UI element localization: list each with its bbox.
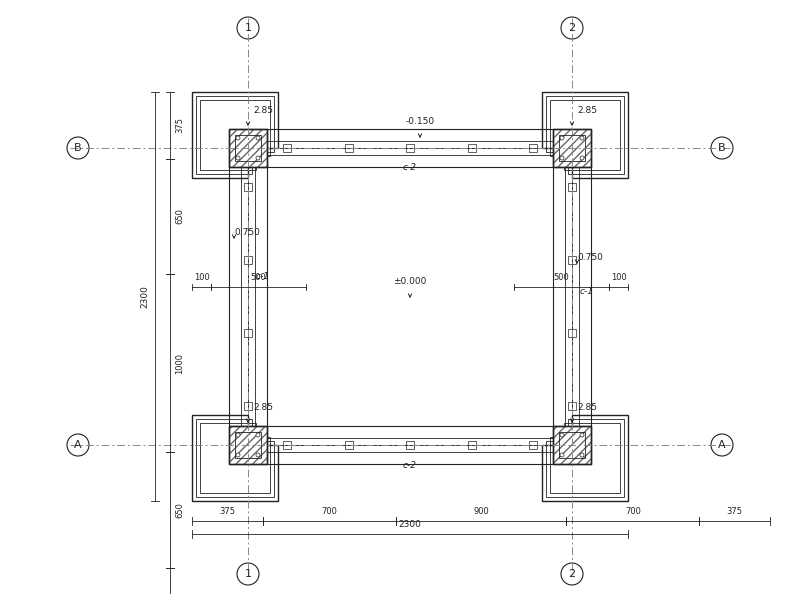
Circle shape [236,453,240,457]
Bar [553,129,591,167]
Text: 700: 700 [322,507,338,516]
Bar [229,426,267,464]
Circle shape [236,156,240,160]
Text: B: B [718,143,726,153]
Bar [406,441,414,449]
Text: 2.85: 2.85 [253,106,273,115]
Circle shape [560,453,564,457]
Text: 2.85: 2.85 [577,403,597,412]
Polygon shape [542,92,628,178]
Text: 0.750: 0.750 [234,228,260,237]
Circle shape [560,156,564,160]
Text: 650: 650 [175,208,184,225]
Bar [244,402,252,410]
Text: 0.750: 0.750 [577,253,603,262]
Circle shape [561,563,583,585]
Text: 500: 500 [554,273,570,283]
Bar [568,329,576,337]
Circle shape [237,17,259,39]
Circle shape [580,156,584,160]
Text: 2: 2 [569,23,575,33]
Bar [345,441,353,449]
Bar [244,183,252,191]
Circle shape [580,453,584,457]
Text: c-1: c-1 [580,287,594,296]
Text: 2: 2 [569,569,575,579]
Circle shape [67,137,89,159]
Text: 2.85: 2.85 [253,403,273,412]
Bar [568,256,576,264]
Circle shape [560,136,564,140]
Bar [553,129,591,167]
Text: 1000: 1000 [175,353,184,374]
Bar [244,329,252,337]
Text: 100: 100 [194,273,210,283]
Circle shape [256,433,260,437]
Bar [235,135,261,161]
Bar [283,441,291,449]
Text: 375: 375 [175,118,184,133]
Bar [229,129,267,167]
Bar [235,432,261,458]
Bar [406,144,414,152]
Text: 2.85: 2.85 [577,106,597,115]
Text: -0.150: -0.150 [406,117,434,126]
Circle shape [67,434,89,456]
Text: 1: 1 [245,23,251,33]
Bar [283,144,291,152]
Polygon shape [192,415,278,501]
Text: 100: 100 [610,273,626,283]
Bar [553,426,591,464]
Text: 500: 500 [250,273,266,283]
Text: 375: 375 [175,593,184,594]
Bar [244,256,252,264]
Bar [345,144,353,152]
Bar [529,441,537,449]
Circle shape [580,433,584,437]
Polygon shape [192,92,278,178]
Text: 375: 375 [726,507,742,516]
Text: A: A [74,440,82,450]
Circle shape [560,433,564,437]
Text: c-1: c-1 [256,272,270,281]
Text: c-2: c-2 [403,460,417,469]
Bar [229,426,267,464]
Bar [568,402,576,410]
Circle shape [236,433,240,437]
Bar [559,135,585,161]
Circle shape [256,453,260,457]
Bar [467,144,475,152]
Polygon shape [542,415,628,501]
Text: ±0.000: ±0.000 [394,277,426,286]
Circle shape [237,563,259,585]
Bar [229,129,267,167]
Bar [559,432,585,458]
Text: 1: 1 [245,569,251,579]
Bar [229,129,267,167]
Text: c-2: c-2 [403,163,417,172]
Bar [553,426,591,464]
Circle shape [580,136,584,140]
Text: 2300: 2300 [398,520,422,529]
Text: 900: 900 [474,507,489,516]
Text: 2300: 2300 [140,285,149,308]
Text: 650: 650 [175,502,184,518]
Text: A: A [718,440,726,450]
Bar [529,144,537,152]
Circle shape [256,136,260,140]
Text: B: B [74,143,82,153]
Circle shape [711,137,733,159]
Circle shape [711,434,733,456]
Bar [553,426,591,464]
Circle shape [561,17,583,39]
Text: 375: 375 [219,507,235,516]
Circle shape [236,136,240,140]
Text: 700: 700 [625,507,641,516]
Bar [553,129,591,167]
Bar [568,183,576,191]
Bar [467,441,475,449]
Bar [229,426,267,464]
Circle shape [256,156,260,160]
